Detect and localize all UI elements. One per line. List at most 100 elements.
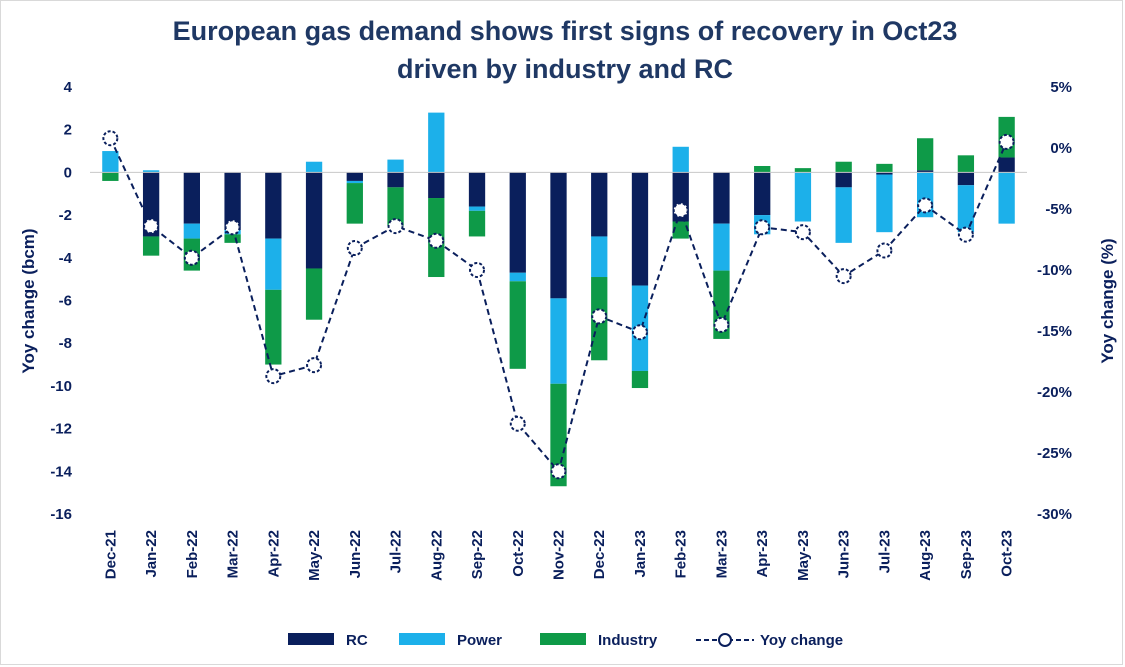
legend-item-yoy-change: Yoy change [696,632,843,649]
chart-title-line-1: European gas demand shows first signs of… [173,16,958,46]
x-tick-label: Jul-23 [876,530,893,573]
bar-power-may-22 [305,161,323,173]
bar-power-jun-22 [346,180,363,184]
x-tick-label: Jun-22 [347,530,364,578]
x-tick-label: Mar-23 [713,530,730,578]
x-tick-label: Dec-21 [102,530,119,579]
yoy-point-sep-23 [957,226,974,243]
x-tick-label: Oct-22 [510,530,527,577]
yoy-point-aug-22 [428,232,445,249]
y-tick-label: -6 [59,293,72,310]
bar-power-dec-22 [591,236,608,278]
x-tick-label: Oct-23 [999,530,1016,577]
legend-swatch [288,633,334,645]
bar-rc-aug-23 [917,170,934,173]
legend-item-power: Power [399,632,502,649]
x-tick-label: May-22 [306,530,323,581]
bar-rc-jul-23 [876,172,893,175]
legend-marker [718,633,732,647]
bar-power-nov-22 [550,298,567,384]
bar-power-sep-23 [957,185,975,233]
x-tick-label: Aug-22 [428,530,445,581]
bar-power-sep-22 [468,206,486,211]
bar-power-mar-23 [713,223,730,271]
bar-industry-may-22 [305,268,323,320]
bar-industry-sep-23 [957,155,975,173]
bar-power-dec-21 [102,151,119,173]
y2-tick-label: -30% [1037,506,1072,523]
chart-title-line-2: driven by industry and RC [397,54,733,84]
bar-industry-jun-23 [835,161,852,173]
bar-rc-sep-23 [957,172,975,186]
bar-industry-dec-21 [102,172,119,181]
bar-rc-oct-23 [998,157,1015,173]
yoy-point-feb-23 [672,202,689,219]
bar-rc-jan-23 [631,172,649,286]
yoy-point-feb-22 [183,249,200,266]
bar-industry-apr-22 [265,289,282,365]
x-tick-label: Feb-23 [673,530,690,578]
y-tick-label: -16 [50,506,72,523]
bar-power-feb-23 [672,146,689,173]
bar-industry-aug-23 [917,138,934,171]
y2-axis-ticks: 5% 0% -5% -10% -15% -20% -25% -30% [1037,79,1072,523]
legend-item-rc: RC [288,632,368,649]
bar-industry-nov-22 [550,383,567,487]
y-tick-label: -8 [59,335,72,352]
legend: RC Power Industry Yoy change [288,632,843,649]
bar-industry-may-23 [794,168,812,173]
yoy-point-dec-21 [102,130,119,147]
x-tick-label: Jan-23 [632,530,649,578]
y-tick-label: 2 [64,122,72,139]
bar-industry-jun-22 [346,183,363,224]
bar-industry-jul-23 [876,163,893,173]
y2-axis-title: Yoy change (%) [1098,238,1117,363]
bar-rc-apr-23 [754,172,771,216]
x-tick-label: Apr-22 [265,530,282,578]
legend-label: Yoy change [760,632,843,649]
legend-item-industry: Industry [540,632,658,649]
y2-tick-label: -20% [1037,384,1072,401]
yoy-point-jun-22 [346,240,363,257]
legend-label: Industry [598,632,658,649]
yoy-point-oct-23 [998,133,1015,150]
yoy-point-mar-22 [224,219,241,236]
bar-rc-sep-22 [468,172,486,207]
bar-rc-jul-22 [387,172,404,188]
bar-power-jul-23 [876,174,893,233]
y-axis-ticks: 4 2 0 -2 -4 -6 -8 -10 -12 -14 -16 [50,79,72,523]
bar-rc-may-22 [305,172,323,269]
yoy-point-sep-22 [469,262,486,278]
yoy-point-jan-23 [631,324,648,341]
x-tick-label: Sep-23 [958,530,975,579]
yoy-line-series [102,130,1015,480]
yoy-point-aug-23 [917,197,934,214]
y-tick-label: 0 [64,164,72,181]
x-tick-label: Aug-23 [917,530,934,581]
bar-power-may-23 [794,172,812,222]
x-tick-label: Nov-22 [551,530,568,580]
y-tick-label: -10 [50,378,72,395]
legend-label: RC [346,632,368,649]
x-tick-label: Jan-22 [143,530,160,578]
y2-tick-label: 5% [1050,79,1072,96]
legend-swatch [399,633,445,645]
yoy-point-nov-22 [550,463,567,480]
bar-series [102,112,1015,487]
y-tick-label: -4 [59,250,73,267]
bar-power-oct-22 [509,272,526,282]
yoy-point-apr-23 [754,219,771,236]
bar-rc-aug-22 [428,172,445,199]
bar-rc-dec-22 [591,172,608,237]
yoy-point-dec-22 [591,308,608,325]
legend-label: Power [457,632,502,649]
x-tick-label: May-23 [795,530,812,581]
bar-power-jul-22 [387,159,404,173]
y2-tick-label: -5% [1045,201,1072,218]
bar-rc-mar-22 [224,172,241,231]
x-tick-label: Jul-22 [388,530,405,573]
y-tick-label: -2 [59,207,72,224]
bar-rc-apr-22 [265,172,282,239]
